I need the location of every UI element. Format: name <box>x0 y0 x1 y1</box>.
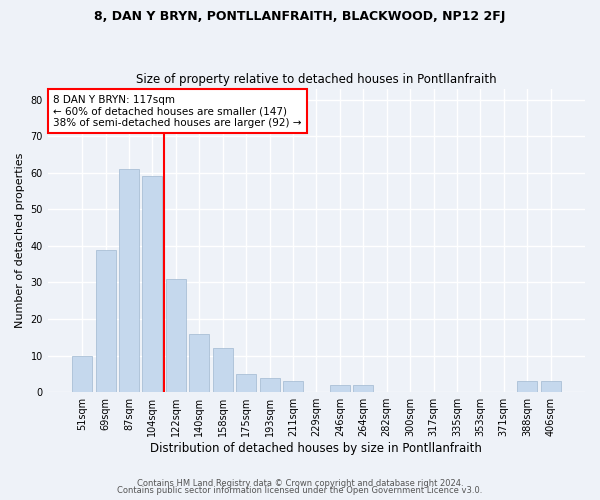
Bar <box>541 381 560 392</box>
Title: Size of property relative to detached houses in Pontllanfraith: Size of property relative to detached ho… <box>136 73 497 86</box>
Text: Contains public sector information licensed under the Open Government Licence v3: Contains public sector information licen… <box>118 486 482 495</box>
Bar <box>119 169 139 392</box>
Bar <box>166 279 186 392</box>
Bar <box>72 356 92 392</box>
Bar <box>283 381 303 392</box>
Text: 8 DAN Y BRYN: 117sqm
← 60% of detached houses are smaller (147)
38% of semi-deta: 8 DAN Y BRYN: 117sqm ← 60% of detached h… <box>53 94 302 128</box>
X-axis label: Distribution of detached houses by size in Pontllanfraith: Distribution of detached houses by size … <box>151 442 482 455</box>
Bar <box>190 334 209 392</box>
Bar <box>353 385 373 392</box>
Text: Contains HM Land Registry data © Crown copyright and database right 2024.: Contains HM Land Registry data © Crown c… <box>137 478 463 488</box>
Bar <box>330 385 350 392</box>
Bar <box>213 348 233 392</box>
Bar <box>236 374 256 392</box>
Text: 8, DAN Y BRYN, PONTLLANFRAITH, BLACKWOOD, NP12 2FJ: 8, DAN Y BRYN, PONTLLANFRAITH, BLACKWOOD… <box>94 10 506 23</box>
Y-axis label: Number of detached properties: Number of detached properties <box>15 152 25 328</box>
Bar <box>260 378 280 392</box>
Bar <box>517 381 537 392</box>
Bar <box>95 250 116 392</box>
Bar <box>142 176 163 392</box>
